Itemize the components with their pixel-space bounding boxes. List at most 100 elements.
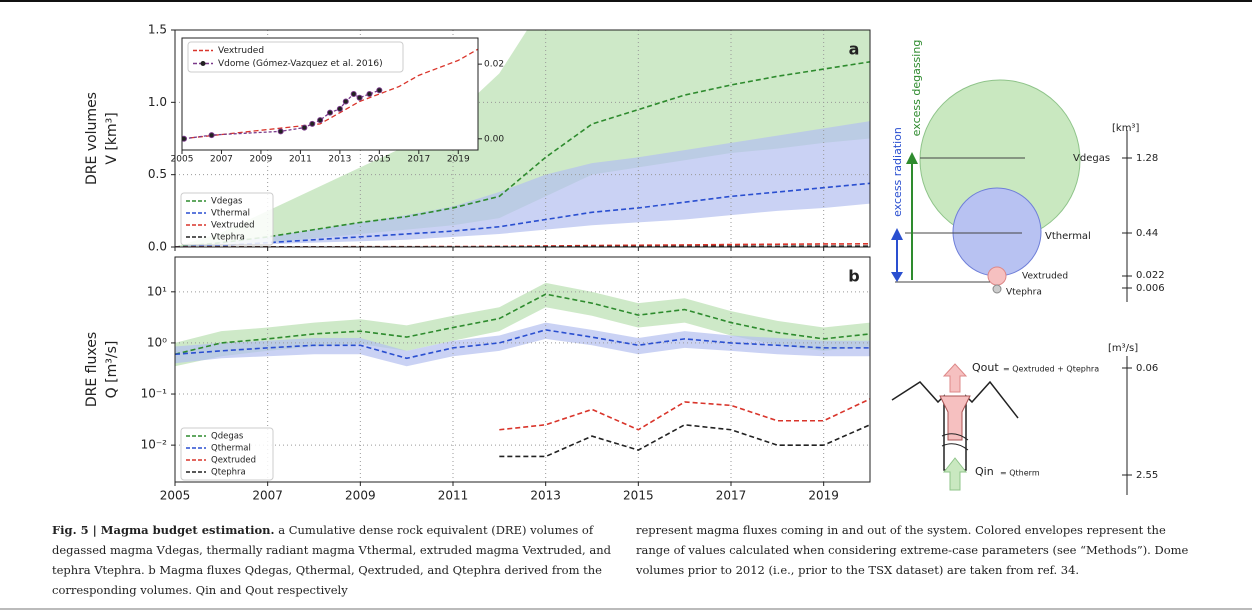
y-axis-label: DRE fluxes xyxy=(84,332,100,407)
y-tick-label: 0.0 xyxy=(148,240,167,254)
conduit-wave xyxy=(941,433,969,451)
axis-label: 2.55 xyxy=(1136,470,1158,481)
figure: excess degassing excess radiation [km³] … xyxy=(0,0,1252,503)
thermal-circle xyxy=(952,187,1042,277)
conduit xyxy=(939,395,971,441)
marker xyxy=(366,91,373,97)
x-tick-label: 2011 xyxy=(438,489,469,503)
marker xyxy=(376,87,383,94)
y-tick-label: 0.02 xyxy=(484,60,504,70)
marker xyxy=(336,105,343,112)
chart: 2005 2007 2009 2011 2013 2015 2017 2019 10⁻² 10⁻¹… xyxy=(84,256,871,503)
envelope xyxy=(175,30,870,247)
diagram-label: Vdegas xyxy=(1073,153,1110,164)
marker xyxy=(277,128,284,135)
marker xyxy=(350,91,357,97)
series-line xyxy=(175,329,870,360)
x-tick-label: 2009 xyxy=(249,155,272,165)
out-arrow xyxy=(942,363,968,393)
frame xyxy=(181,37,479,151)
marker xyxy=(301,124,308,131)
marker xyxy=(327,109,333,116)
frame xyxy=(174,29,871,248)
bottom-rule xyxy=(0,608,1252,610)
legend-box xyxy=(180,427,274,481)
arrowhead xyxy=(891,272,903,282)
envelope xyxy=(175,282,870,367)
y-tick-label: 0.5 xyxy=(148,167,167,181)
envelope xyxy=(175,322,870,367)
marker xyxy=(208,132,215,139)
x-tick-label: 2013 xyxy=(328,155,351,165)
x-tick-label: 2005 xyxy=(171,155,194,165)
frame xyxy=(174,256,871,483)
diagram-label: Vextruded xyxy=(1022,272,1068,282)
marker xyxy=(356,94,363,101)
diagram-label: excess degassing xyxy=(910,40,923,137)
y-axis-label: DRE volumes xyxy=(84,92,100,185)
arrowhead xyxy=(906,152,918,164)
y-tick-label: 1.5 xyxy=(148,23,167,37)
y-tick-label: 1.0 xyxy=(148,95,167,109)
y-tick-label: 10⁻² xyxy=(141,438,168,452)
series-line xyxy=(175,293,870,356)
y-axis-label: V [km³] xyxy=(104,112,120,164)
y-tick-label: 10¹ xyxy=(147,284,167,298)
diagram-label: excess radiation xyxy=(891,127,904,217)
chart: 0.0 0.5 1.0 1.5 Vdegas Vthermal Vextruded Vteph… xyxy=(84,23,871,254)
axis-label: 0.006 xyxy=(1136,283,1165,294)
marker xyxy=(182,135,187,142)
plot xyxy=(175,257,870,482)
plot-area xyxy=(175,257,870,482)
legend-label: Vextruded xyxy=(218,46,264,56)
y-axis-label: Q [m³/s] xyxy=(104,341,120,399)
in-arrow xyxy=(942,457,968,491)
x-tick-label: 2013 xyxy=(530,489,561,503)
diagram-label: Qin xyxy=(975,465,994,478)
x-tick-label: 2011 xyxy=(289,155,312,165)
marker xyxy=(317,117,324,124)
axis-label: 0.44 xyxy=(1136,228,1158,239)
series-line xyxy=(175,61,870,247)
series-line xyxy=(499,423,870,458)
axis-label: 1.28 xyxy=(1136,153,1158,164)
series-line xyxy=(175,182,870,247)
legend-label: Qtephra xyxy=(211,468,246,478)
legend-label: Vtephra xyxy=(211,233,245,243)
panel-label: b xyxy=(848,267,859,286)
legend-label: Vdegas xyxy=(211,197,243,207)
legend-label: Qextruded xyxy=(211,456,256,466)
x-tick-label: 2019 xyxy=(808,489,839,503)
arrowhead xyxy=(891,228,903,240)
legend-box xyxy=(180,192,274,246)
extruded-circle xyxy=(987,266,1007,286)
diagram-label: Vtephra xyxy=(1006,288,1042,298)
x-tick-label: 2005 xyxy=(160,489,191,503)
unit-label: [m³/s] xyxy=(1108,343,1138,354)
caption-text: a Cumulative dense rock equivalent (DRE)… xyxy=(52,523,611,597)
x-tick-label: 2019 xyxy=(447,155,470,165)
axis-label: 0.022 xyxy=(1136,270,1165,281)
marker xyxy=(309,120,316,127)
axis-label: 0.06 xyxy=(1136,363,1158,374)
plot xyxy=(182,48,478,142)
x-tick-label: 2017 xyxy=(407,155,430,165)
legend-marker xyxy=(200,61,206,66)
legend-label: Qdegas xyxy=(211,432,244,442)
series-line xyxy=(182,48,478,140)
chart: 2005 2007 2009 2011 2013 2015 2017 2019 0.00 0.02… xyxy=(171,37,504,165)
x-tick-label: 2009 xyxy=(345,489,376,503)
y-tick-label: 10⁰ xyxy=(147,335,167,349)
y-tick-label: 0.00 xyxy=(484,134,504,144)
x-tick-label: 2007 xyxy=(210,155,233,165)
tephra-circle xyxy=(992,284,1002,294)
caption-title: Fig. 5 | Magma budget estimation. xyxy=(52,523,275,537)
legend-label: Vextruded xyxy=(211,221,255,231)
x-tick-label: 2007 xyxy=(252,489,283,503)
x-tick-label: 2017 xyxy=(716,489,747,503)
y-tick-label: 10⁻¹ xyxy=(141,387,168,401)
diagram-label: Vthermal xyxy=(1045,231,1091,242)
series-line xyxy=(499,398,870,431)
unit-label: [km³] xyxy=(1112,123,1139,134)
